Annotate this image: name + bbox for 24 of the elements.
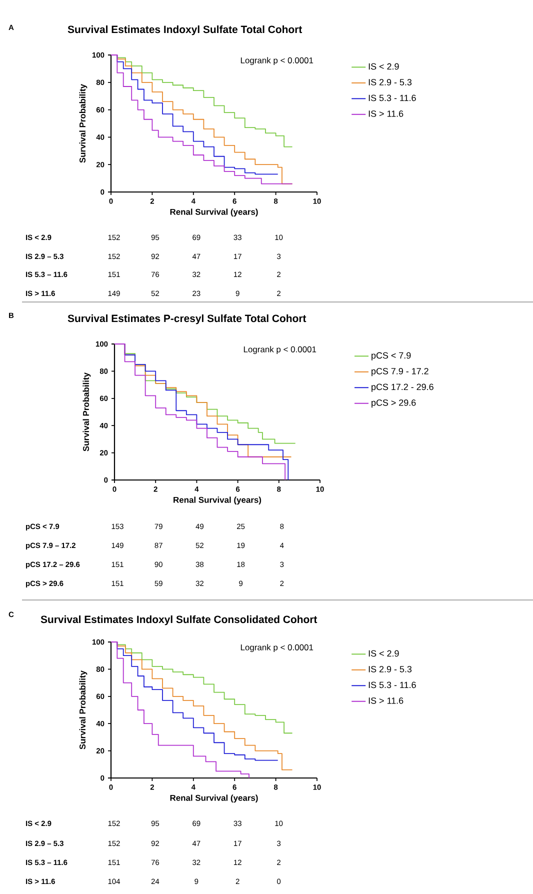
annotation: Logrank p < 0.0001 <box>244 346 316 354</box>
x-axis-title: Renal Survival (years) <box>170 208 258 217</box>
legend-label: IS 5.3 - 11.6 <box>368 682 416 688</box>
legend-label: pCS < 7.9 <box>371 352 411 360</box>
y-axis-title: Survival Probability <box>82 372 91 452</box>
chart-title: Survival Estimates Indoxyl Sulfate Consolidated Cohort <box>40 615 317 626</box>
legend-label: pCS 17.2 - 29.6 <box>371 384 434 392</box>
annotation: Logrank p < 0.0001 <box>240 644 313 652</box>
chart-title: Survival Estimates Indoxyl Sulfate Total Cohort <box>68 25 302 36</box>
annotation: Logrank p < 0.0001 <box>240 57 313 66</box>
legend-label: IS > 11.6 <box>368 110 404 117</box>
legend-label: pCS > 29.6 <box>371 399 416 408</box>
legend-label: IS < 2.9 <box>368 650 399 657</box>
legend-label: IS < 2.9 <box>368 63 399 70</box>
legend-label: IS 2.9 - 5.3 <box>368 79 412 86</box>
x-axis-title: Renal Survival (years) <box>170 794 258 803</box>
y-axis-title: Survival Probability <box>79 84 88 163</box>
legend-label: pCS 7.9 - 17.2 <box>371 368 428 376</box>
legend-label: IS > 11.6 <box>368 697 404 704</box>
y-axis-title: Survival Probability <box>79 670 88 750</box>
legend-label: IS 2.9 - 5.3 <box>368 666 412 672</box>
legend-label: IS 5.3 - 11.6 <box>368 94 416 102</box>
x-axis-title: Renal Survival (years) <box>173 496 261 505</box>
chart-title: Survival Estimates P-cresyl Sulfate Total Cohort <box>68 314 306 324</box>
